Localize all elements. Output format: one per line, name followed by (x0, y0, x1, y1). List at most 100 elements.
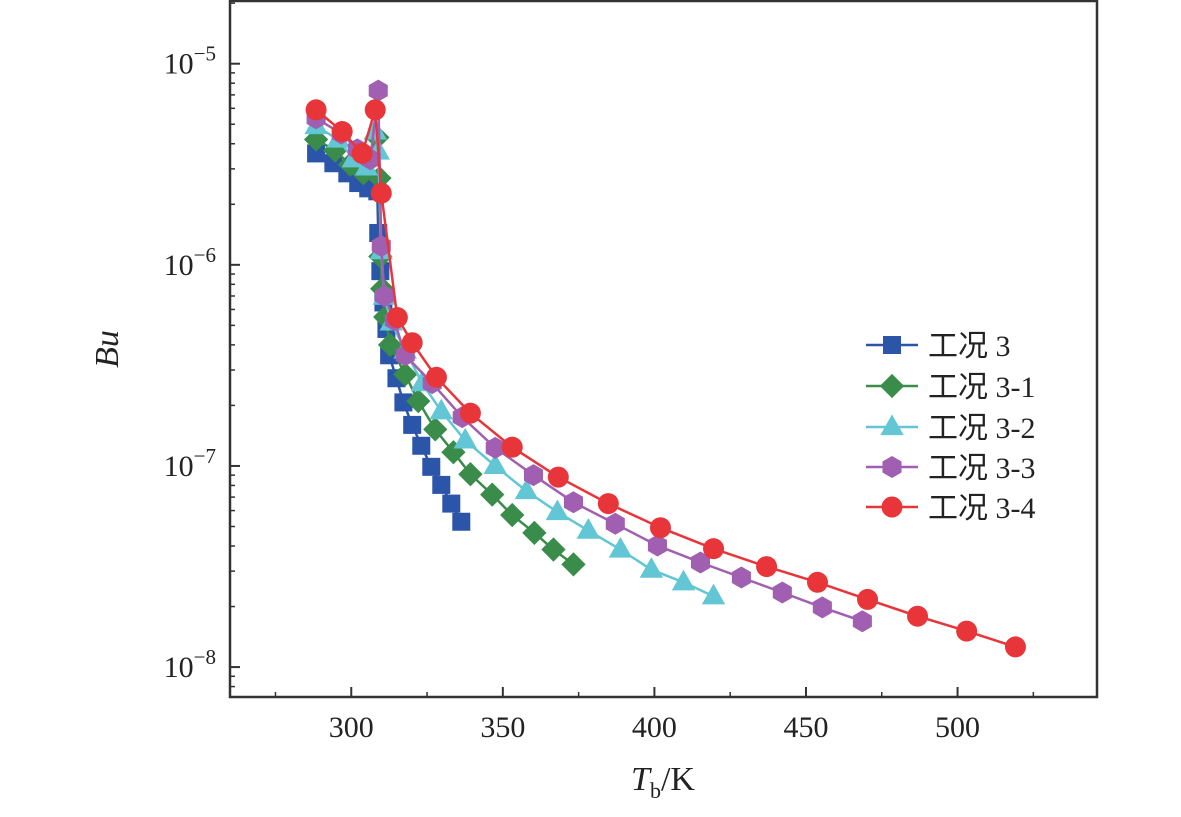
marker-square (432, 475, 451, 494)
marker-hexagon (882, 456, 902, 478)
x-tick-label: 500 (935, 711, 980, 744)
marker-circle (386, 307, 408, 329)
marker-circle (459, 402, 481, 424)
marker-circle (331, 121, 353, 143)
marker-circle (305, 99, 327, 121)
marker-square (307, 144, 326, 163)
marker-triangle (545, 499, 570, 521)
x-label-main: T (631, 761, 652, 798)
marker-hexagon (523, 464, 543, 487)
marker-diamond (879, 373, 905, 399)
plot-frame (228, 0, 1099, 699)
marker-hexagon (485, 436, 505, 459)
x-tick-label: 450 (783, 711, 828, 744)
legend-item: 工况 3-2 (866, 412, 1036, 445)
marker-circle (351, 142, 373, 164)
marker-hexagon (852, 610, 872, 633)
marker-triangle (701, 583, 726, 605)
marker-triangle (363, 118, 387, 140)
y-tick-base: 10 (164, 651, 194, 684)
y-tick-base: 10 (164, 249, 194, 282)
marker-circle (501, 436, 523, 458)
marker-triangle (483, 453, 507, 475)
marker-circle (370, 182, 392, 204)
marker-diamond (406, 388, 431, 414)
y-tick-label: 10−8 (164, 645, 216, 684)
marker-circle (703, 538, 725, 560)
y-tick-exp: −5 (194, 42, 216, 66)
marker-circle (1004, 636, 1026, 658)
y-tick-base: 10 (164, 450, 194, 483)
marker-square (394, 393, 413, 412)
marker-diamond (522, 520, 547, 545)
marker-hexagon (772, 581, 792, 604)
marker-diamond (458, 462, 483, 487)
marker-square (422, 457, 441, 476)
marker-circle (425, 366, 447, 388)
y-tick-exp: −6 (194, 243, 216, 267)
y-axis-label: Bu (89, 330, 126, 368)
legend-label: 工况 3-1 (928, 371, 1036, 404)
marker-square (412, 436, 431, 455)
marker-circle (364, 99, 386, 121)
marker-hexagon (690, 551, 711, 574)
x-tick-label: 300 (329, 711, 374, 744)
legend-label: 工况 3 (928, 330, 1011, 363)
marker-circle (547, 466, 569, 488)
series-circle (305, 99, 1026, 658)
marker-triangle (514, 478, 539, 500)
marker-circle (956, 620, 978, 642)
marker-triangle (576, 518, 601, 539)
legend-item: 工况 3-1 (866, 371, 1036, 404)
marker-hexagon (371, 235, 391, 258)
x-label-sub: b (650, 778, 661, 803)
marker-square (452, 512, 471, 531)
y-tick-label: 10−7 (164, 444, 216, 483)
marker-hexagon (605, 512, 625, 535)
marker-square (403, 415, 422, 434)
marker-circle (907, 605, 929, 627)
marker-triangle (429, 398, 453, 420)
legend-label: 工况 3-2 (928, 412, 1036, 445)
marker-diamond (480, 482, 505, 507)
marker-hexagon (374, 284, 394, 307)
marker-diamond (393, 362, 418, 387)
marker-diamond (541, 537, 566, 562)
marker-diamond (500, 502, 525, 528)
marker-hexagon (812, 596, 832, 619)
marker-circle (401, 332, 423, 354)
y-tick-label: 10−6 (164, 243, 216, 282)
y-tick-exp: −7 (194, 444, 216, 468)
marker-hexagon (563, 491, 583, 514)
legend-item: 工况 3 (866, 330, 1011, 363)
marker-circle (881, 496, 903, 518)
marker-triangle (639, 557, 664, 578)
legend-label: 工况 3-3 (928, 452, 1036, 485)
marker-triangle (608, 536, 633, 558)
marker-hexagon (368, 79, 388, 102)
marker-hexagon (731, 566, 751, 589)
marker-circle (649, 517, 671, 539)
marker-diamond (423, 417, 448, 442)
legend-label: 工况 3-4 (928, 492, 1036, 525)
x-tick-label: 400 (632, 711, 677, 744)
marker-circle (857, 588, 879, 610)
marker-triangle (880, 414, 904, 436)
marker-diamond (323, 138, 348, 163)
legend-item: 工况 3-4 (866, 492, 1036, 525)
marker-circle (597, 493, 619, 515)
marker-diamond (561, 552, 586, 577)
marker-square (442, 494, 461, 513)
legend: 工况 3 工况 3-1 工况 3-2 工况 3-3 工况 3-4 (866, 330, 1036, 525)
marker-hexagon (647, 534, 667, 557)
x-label-unit: /K (661, 761, 695, 798)
legend-item: 工况 3-3 (866, 452, 1036, 485)
y-tick-exp: −8 (194, 645, 216, 669)
marker-triangle (453, 427, 477, 449)
marker-triangle (671, 569, 696, 591)
y-tick-label: 10−5 (164, 42, 216, 81)
x-tick-label: 350 (480, 711, 525, 744)
marker-circle (756, 556, 778, 578)
y-tick-base: 10 (164, 48, 194, 81)
